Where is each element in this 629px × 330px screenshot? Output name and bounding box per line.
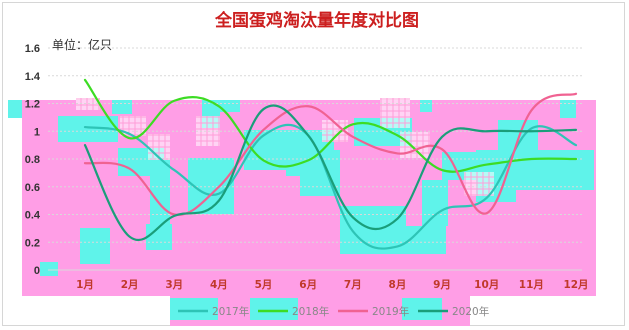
x-tick-label: 6月 [299, 279, 317, 291]
y-tick-label: 1 [34, 126, 40, 138]
x-tick-label: 3月 [165, 279, 183, 291]
overlay-block [80, 228, 110, 264]
legend-label: 2018年 [292, 305, 329, 318]
overlay-block [170, 298, 218, 320]
overlay-hatch [322, 120, 348, 142]
overlay-block [560, 100, 576, 118]
overlay-hatch [380, 98, 410, 128]
x-tick-label: 2月 [121, 279, 139, 291]
overlay-block [514, 150, 594, 190]
legend-label: 2017年 [212, 305, 249, 318]
series-line-2019年 [83, 92, 578, 216]
y-tick-label: 0.4 [25, 210, 41, 222]
x-tick-label: 7月 [344, 279, 362, 291]
unit-label: 单位：亿只 [52, 37, 112, 52]
y-tick-label: 1.2 [25, 99, 40, 111]
y-tick-label: 0.2 [25, 237, 40, 249]
y-tick-label: 0 [34, 265, 40, 277]
x-tick-label: 9月 [433, 279, 451, 291]
overlay-hatch [464, 172, 494, 196]
y-tick-label: 1.6 [25, 43, 40, 55]
overlay-block [422, 180, 448, 226]
y-tick-label: 0.8 [25, 154, 40, 166]
overlay-block [188, 158, 234, 214]
x-axis-ticks: 1月 2月 3月 4月 5月 6月 7月 8月 9月 10月 11月 12月 [76, 279, 588, 291]
overlay-block [8, 100, 22, 118]
overlay-hatch [120, 116, 146, 136]
y-axis-ticks: 0 0.2 0.4 0.6 0.8 1 1.2 1.4 1.6 [25, 43, 41, 277]
overlay-block [150, 160, 170, 240]
x-tick-label: 5月 [255, 279, 273, 291]
overlay-block [112, 100, 132, 114]
overlay-block [250, 298, 298, 320]
x-tick-label: 4月 [210, 279, 228, 291]
overlay-block [40, 262, 58, 276]
grid-lines [48, 47, 582, 271]
legend-label: 2020年 [452, 305, 489, 318]
x-tick-label: 12月 [563, 279, 588, 291]
x-tick-label: 1月 [76, 279, 94, 291]
legend: 2017年 2018年 2019年 2020年 [178, 305, 489, 318]
x-tick-label: 10月 [474, 279, 499, 291]
y-tick-label: 0.6 [25, 182, 40, 194]
series-lines [83, 78, 578, 250]
series-line-2020年 [83, 104, 578, 242]
x-tick-label: 8月 [389, 279, 407, 291]
series-line-2017年 [83, 123, 578, 250]
legend-label: 2019年 [372, 305, 409, 318]
y-tick-label: 1.4 [25, 71, 41, 83]
series-line-2018年 [83, 78, 578, 173]
chart-overlay-blocks [8, 98, 596, 326]
overlay-block [420, 100, 432, 112]
x-tick-label: 11月 [519, 279, 544, 291]
overlay-block [402, 298, 442, 320]
chart-title: 全国蛋鸡淘汰量年度对比图 [214, 10, 419, 31]
